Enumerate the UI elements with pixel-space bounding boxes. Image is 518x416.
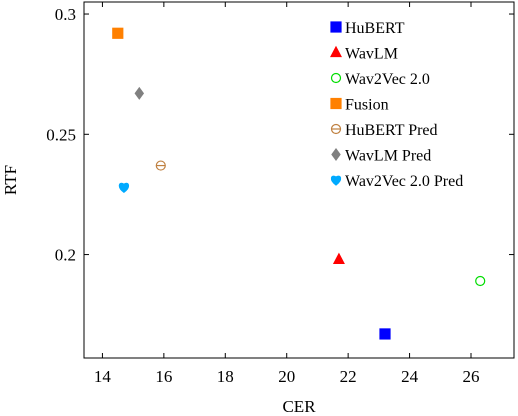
x-tick-label: 22 <box>340 367 357 386</box>
x-tick-label: 14 <box>94 367 112 386</box>
y-tick-label: 0.3 <box>55 5 76 24</box>
legend-marker-wav2vec-2-0 <box>330 72 342 84</box>
legend-label-wav2vec-2-0: Wav2Vec 2.0 <box>345 71 430 88</box>
legend-label-hubert: HuBERT <box>345 20 405 37</box>
y-tick-label: 0.25 <box>46 125 76 144</box>
legend-marker-hubert <box>330 21 342 33</box>
point-wav2vec-2-0 <box>475 275 486 287</box>
legend-marker-fusion <box>330 97 342 110</box>
point-wavlm <box>332 252 345 264</box>
x-tick-label: 18 <box>217 367 234 386</box>
x-axis-ticks: 14 16 18 20 22 24 26 <box>94 2 480 386</box>
point-fusion <box>112 27 124 39</box>
legend-label-wav2vec-2-0-pred: Wav2Vec 2.0 Pred <box>345 173 463 190</box>
legend-marker-wav2vec-2-0-pred <box>330 175 342 186</box>
legend-label-wavlm: WavLM <box>345 46 398 63</box>
x-tick-label: 26 <box>463 367 480 386</box>
point-hubert <box>379 328 391 340</box>
legend-label-fusion: Fusion <box>345 97 389 114</box>
x-tick-label: 20 <box>278 367 295 386</box>
data-points <box>112 27 486 340</box>
point-wavlm-pred <box>134 86 145 100</box>
x-tick-label: 16 <box>155 367 172 386</box>
legend-label-wavlm-pred: WavLM Pred <box>345 148 431 165</box>
legend: HuBERT WavLM Wav2Vec 2.0 Fusion HuBERT Pred W… <box>330 20 463 190</box>
legend-marker-hubert-pred <box>330 123 342 135</box>
y-tick-label: 0.2 <box>55 246 76 265</box>
legend-label-hubert-pred: HuBERT Pred <box>345 122 438 139</box>
point-wav2vec-2-0-pred <box>118 182 130 193</box>
x-axis-title: CER <box>282 397 316 416</box>
y-axis-ticks: 0.2 0.25 0.3 <box>46 5 514 265</box>
legend-marker-wavlm <box>330 45 342 58</box>
point-hubert-pred <box>155 160 166 171</box>
plot-frame <box>83 1 515 359</box>
legend-marker-wavlm-pred <box>331 147 341 162</box>
y-axis-title: RTF <box>1 165 20 195</box>
x-tick-label: 24 <box>401 367 419 386</box>
